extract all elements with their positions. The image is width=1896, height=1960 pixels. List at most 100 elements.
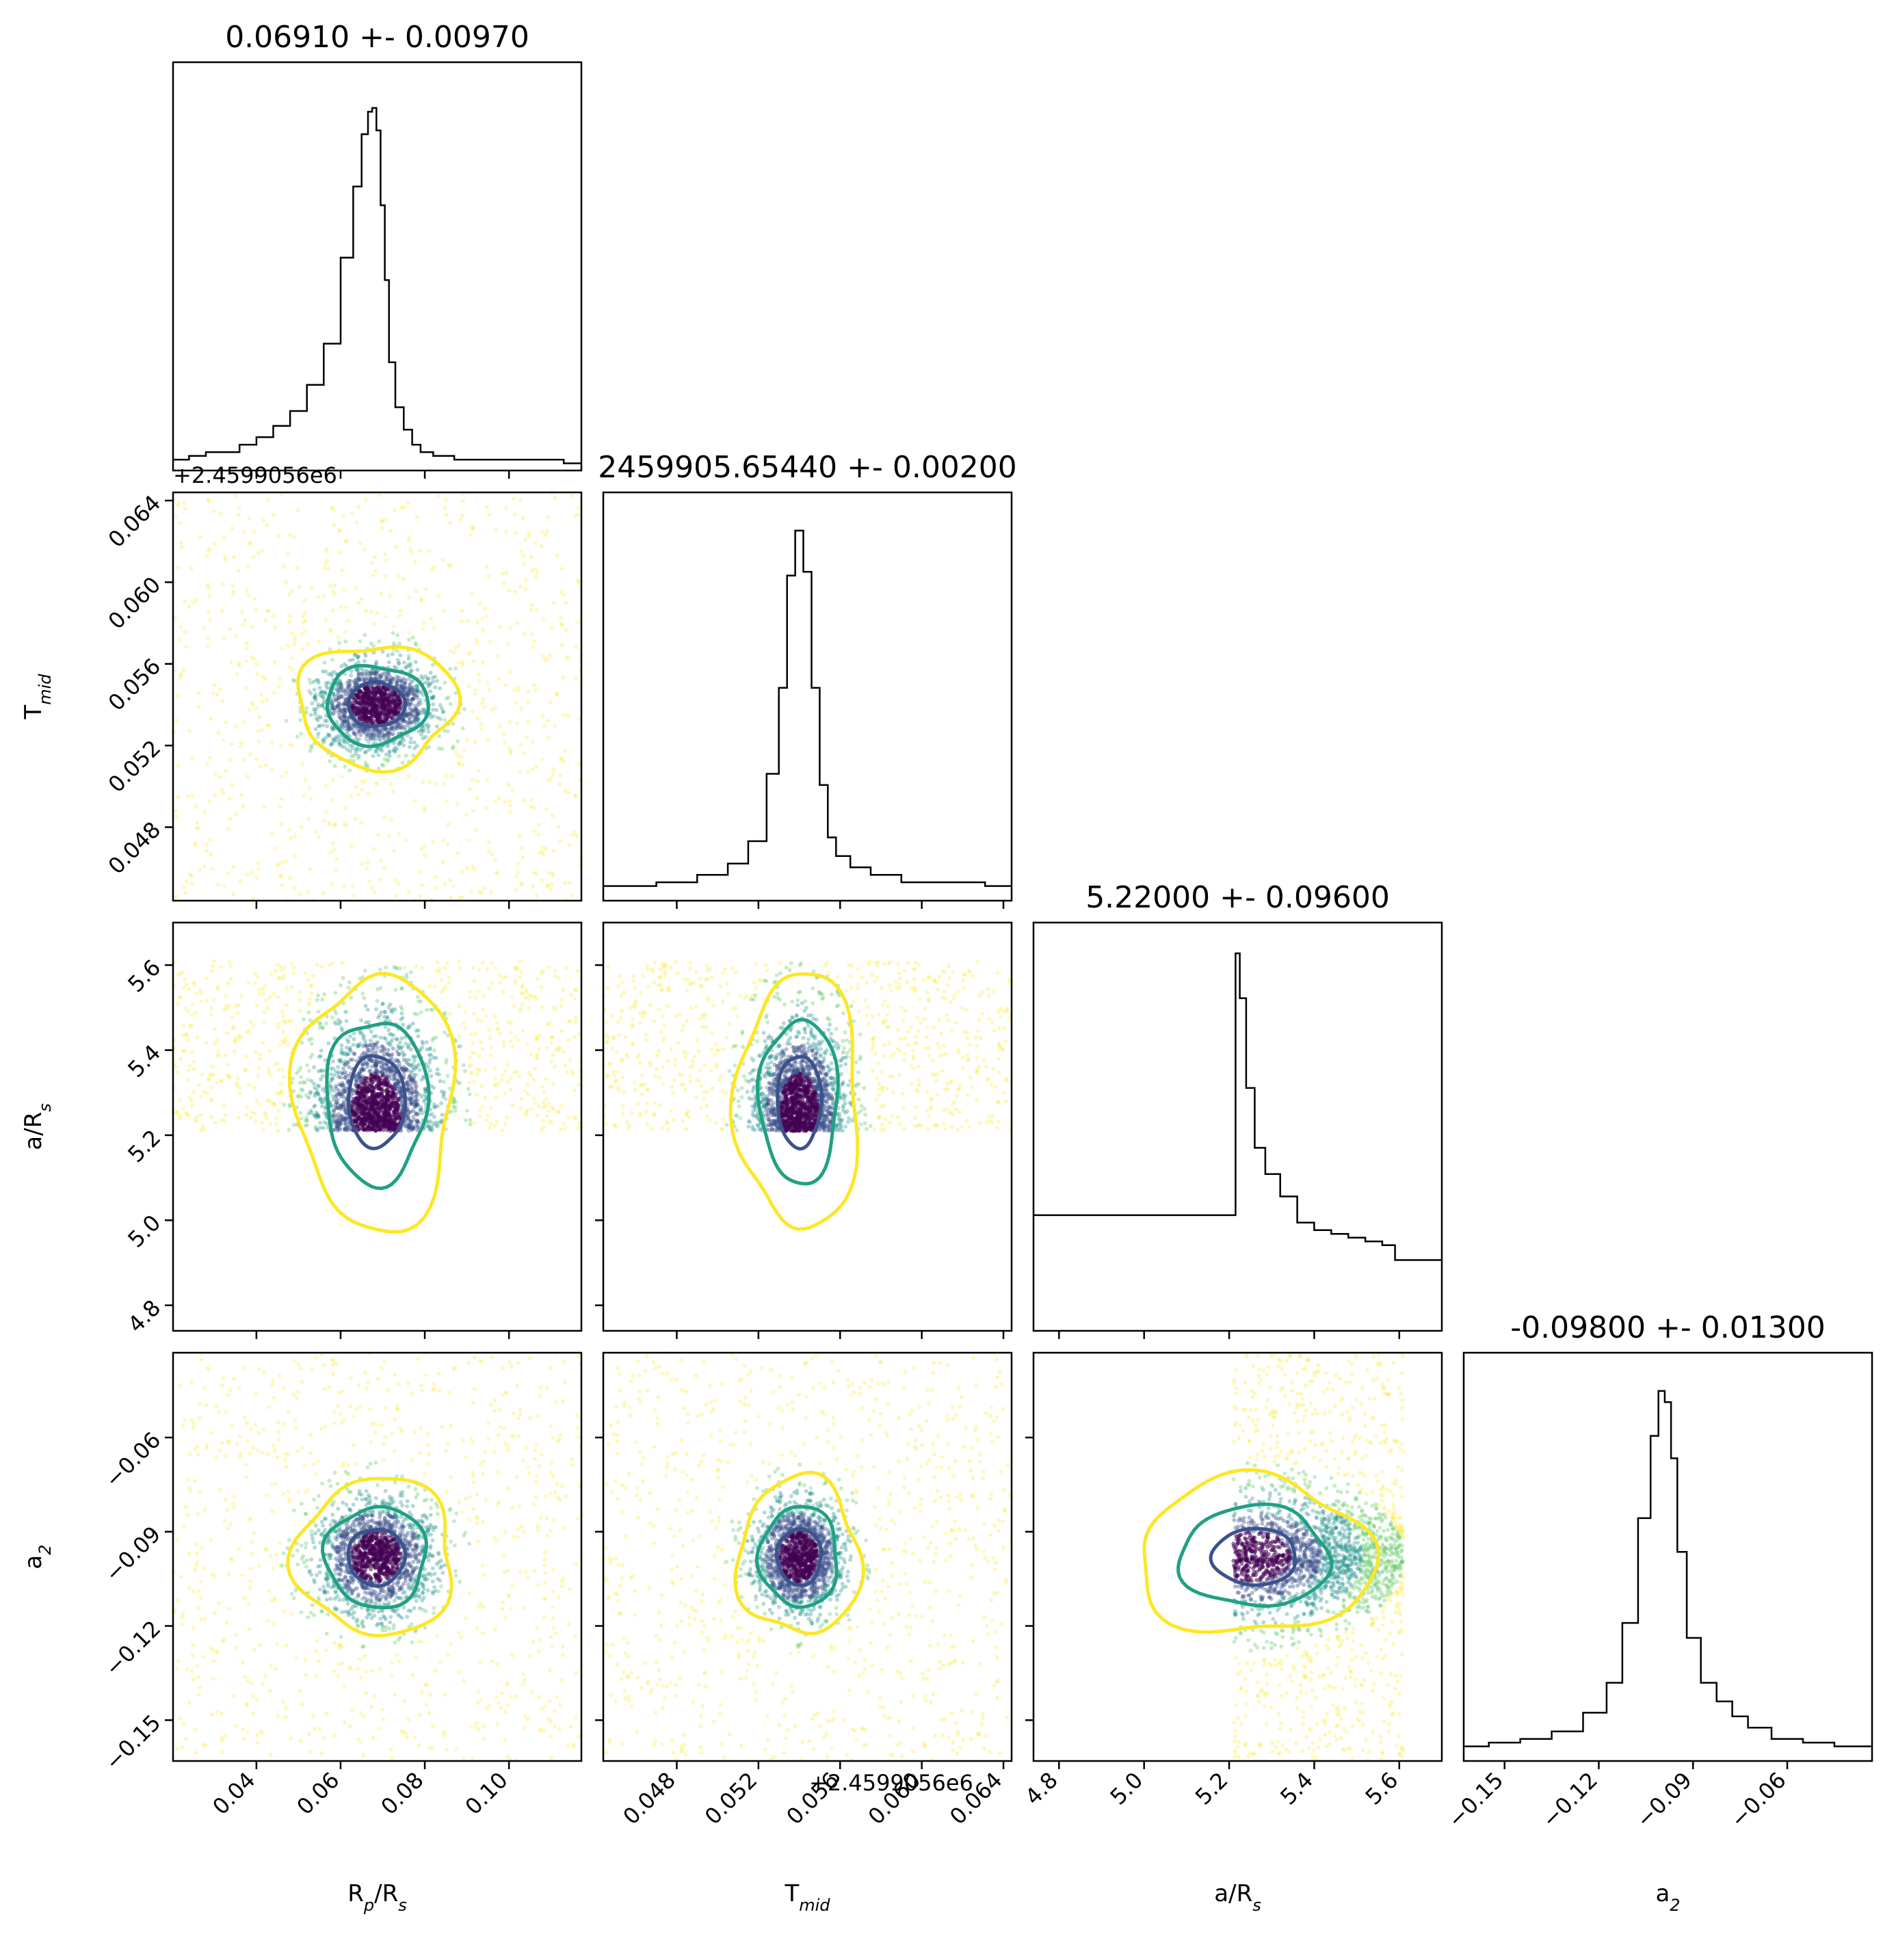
sample-point bbox=[574, 676, 579, 681]
sample-point bbox=[340, 1028, 345, 1033]
sample-point bbox=[564, 600, 568, 605]
sample-point bbox=[499, 1078, 504, 1083]
sample-point bbox=[339, 1119, 343, 1124]
sample-point bbox=[382, 815, 387, 819]
sample-point bbox=[567, 843, 572, 847]
sample-point bbox=[316, 702, 321, 707]
sample-point bbox=[549, 887, 553, 892]
sample-point bbox=[362, 1078, 366, 1083]
sample-point bbox=[330, 798, 334, 802]
sample-point bbox=[369, 641, 373, 646]
sample-point bbox=[516, 861, 521, 866]
sample-point bbox=[273, 846, 277, 851]
sample-point bbox=[535, 977, 540, 981]
sample-point bbox=[205, 849, 209, 853]
sample-point bbox=[417, 894, 422, 899]
sample-point bbox=[531, 639, 536, 644]
sample-point bbox=[354, 784, 359, 789]
sample-point bbox=[407, 1124, 412, 1129]
sample-point bbox=[371, 728, 376, 733]
sample-point bbox=[367, 1058, 371, 1063]
sample-point bbox=[461, 1063, 466, 1068]
sample-point bbox=[179, 544, 184, 549]
sample-point bbox=[384, 726, 389, 731]
sample-point bbox=[278, 1043, 282, 1048]
sample-point bbox=[529, 608, 534, 613]
sample-point bbox=[187, 728, 192, 733]
sample-point bbox=[521, 554, 526, 559]
sample-point bbox=[265, 698, 269, 702]
sample-point bbox=[401, 1070, 406, 1074]
sample-point bbox=[407, 637, 411, 642]
sample-point bbox=[330, 1059, 335, 1063]
sample-point bbox=[420, 780, 425, 784]
sample-point bbox=[427, 1052, 432, 1057]
sample-point bbox=[369, 1072, 373, 1077]
sample-point bbox=[368, 1043, 373, 1048]
sample-point bbox=[369, 1029, 373, 1034]
sample-point bbox=[337, 685, 341, 689]
sample-point bbox=[338, 1105, 343, 1110]
sample-point bbox=[192, 1090, 196, 1095]
sample-point bbox=[484, 564, 489, 569]
sample-point bbox=[222, 739, 226, 743]
sample-point bbox=[470, 778, 475, 782]
sample-point bbox=[484, 1068, 488, 1073]
sample-point bbox=[422, 844, 427, 849]
sample-point bbox=[215, 1080, 220, 1085]
sample-point bbox=[544, 1114, 549, 1118]
sample-point bbox=[391, 676, 395, 681]
sample-point bbox=[391, 1091, 396, 1096]
sample-point bbox=[325, 558, 330, 563]
sample-point bbox=[208, 618, 213, 622]
sample-point bbox=[486, 840, 491, 845]
sample-point bbox=[198, 1094, 203, 1099]
sample-point bbox=[367, 879, 372, 884]
sample-point bbox=[340, 721, 344, 726]
sample-point bbox=[396, 1052, 401, 1057]
sample-point bbox=[239, 993, 243, 998]
sample-point bbox=[360, 1126, 365, 1131]
sample-point bbox=[467, 838, 471, 843]
sample-point bbox=[344, 1045, 349, 1050]
sample-point bbox=[498, 624, 503, 629]
sample-point bbox=[480, 616, 485, 621]
sample-point bbox=[182, 885, 187, 890]
sample-point bbox=[501, 990, 505, 994]
sample-point bbox=[510, 788, 515, 793]
sample-point bbox=[280, 1009, 285, 1014]
sample-point bbox=[432, 695, 436, 700]
sample-point bbox=[272, 691, 277, 696]
sample-point bbox=[395, 649, 400, 653]
sample-point bbox=[488, 639, 492, 644]
sample-point bbox=[256, 988, 261, 992]
sample-point bbox=[467, 787, 472, 791]
sample-point bbox=[356, 745, 360, 750]
sample-point bbox=[458, 966, 462, 971]
sample-point bbox=[529, 797, 534, 802]
sample-point bbox=[545, 884, 550, 888]
sample-point bbox=[519, 970, 524, 975]
sample-point bbox=[373, 737, 378, 741]
sample-point bbox=[460, 763, 465, 767]
sample-point bbox=[215, 1038, 220, 1043]
sample-point bbox=[408, 1076, 413, 1081]
sample-point bbox=[280, 1030, 285, 1035]
sample-point bbox=[210, 1064, 215, 1069]
sample-point bbox=[308, 1018, 313, 1022]
sample-point bbox=[404, 754, 408, 758]
sample-point bbox=[326, 566, 331, 571]
sample-point bbox=[425, 726, 430, 730]
sample-point bbox=[358, 1075, 363, 1080]
sample-point bbox=[200, 1072, 204, 1077]
sample-point bbox=[209, 1013, 213, 1017]
sample-point bbox=[368, 670, 373, 675]
sample-point bbox=[529, 804, 534, 809]
sample-point bbox=[391, 624, 396, 629]
sample-point bbox=[456, 739, 460, 743]
sample-point bbox=[525, 719, 530, 724]
sample-point bbox=[261, 674, 265, 679]
sample-point bbox=[411, 1109, 415, 1113]
sample-point bbox=[341, 702, 346, 706]
sample-point bbox=[362, 710, 367, 715]
